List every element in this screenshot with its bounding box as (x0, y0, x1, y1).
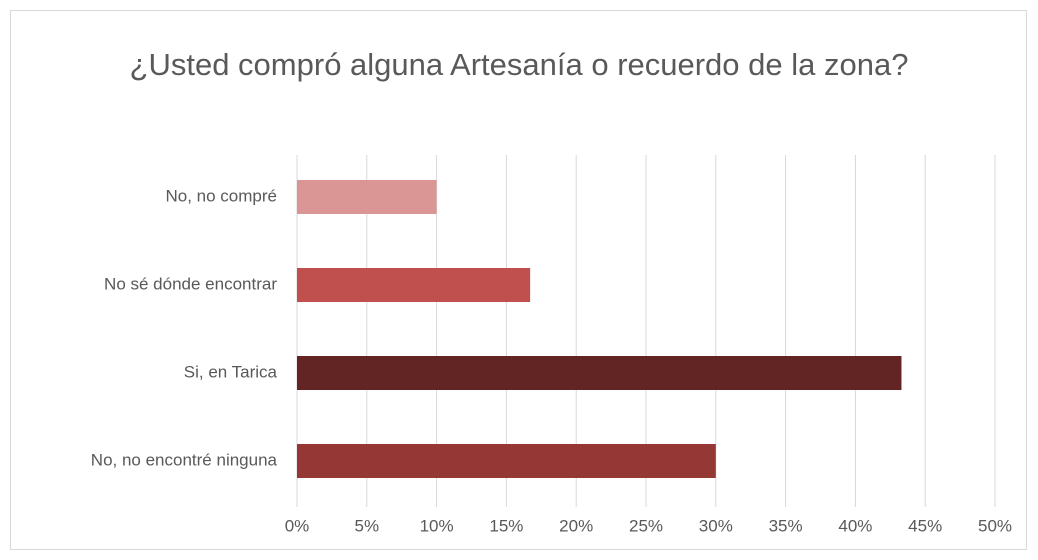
x-tick-label: 30% (699, 516, 733, 535)
x-tick-label: 25% (629, 516, 663, 535)
y-tick-label: No, no compré (166, 186, 278, 205)
bar (297, 444, 716, 478)
x-tick-label: 35% (769, 516, 803, 535)
x-tick-label: 5% (355, 516, 380, 535)
chart-title: ¿Usted compró alguna Artesanía o recuerd… (129, 47, 909, 82)
bar (297, 268, 531, 302)
y-tick-label: Si, en Tarica (184, 362, 278, 381)
bar (297, 356, 902, 390)
x-tick-label: 50% (978, 516, 1012, 535)
x-tick-label: 0% (285, 516, 310, 535)
x-tick-label: 45% (908, 516, 942, 535)
y-tick-label: No sé dónde encontrar (104, 274, 277, 293)
x-tick-label: 10% (420, 516, 454, 535)
chart-border (10, 10, 1027, 550)
y-tick-label: No, no encontré ninguna (91, 450, 278, 469)
x-tick-label: 40% (838, 516, 872, 535)
x-tick-label: 20% (559, 516, 593, 535)
x-tick-label: 15% (489, 516, 523, 535)
bar (297, 180, 437, 214)
